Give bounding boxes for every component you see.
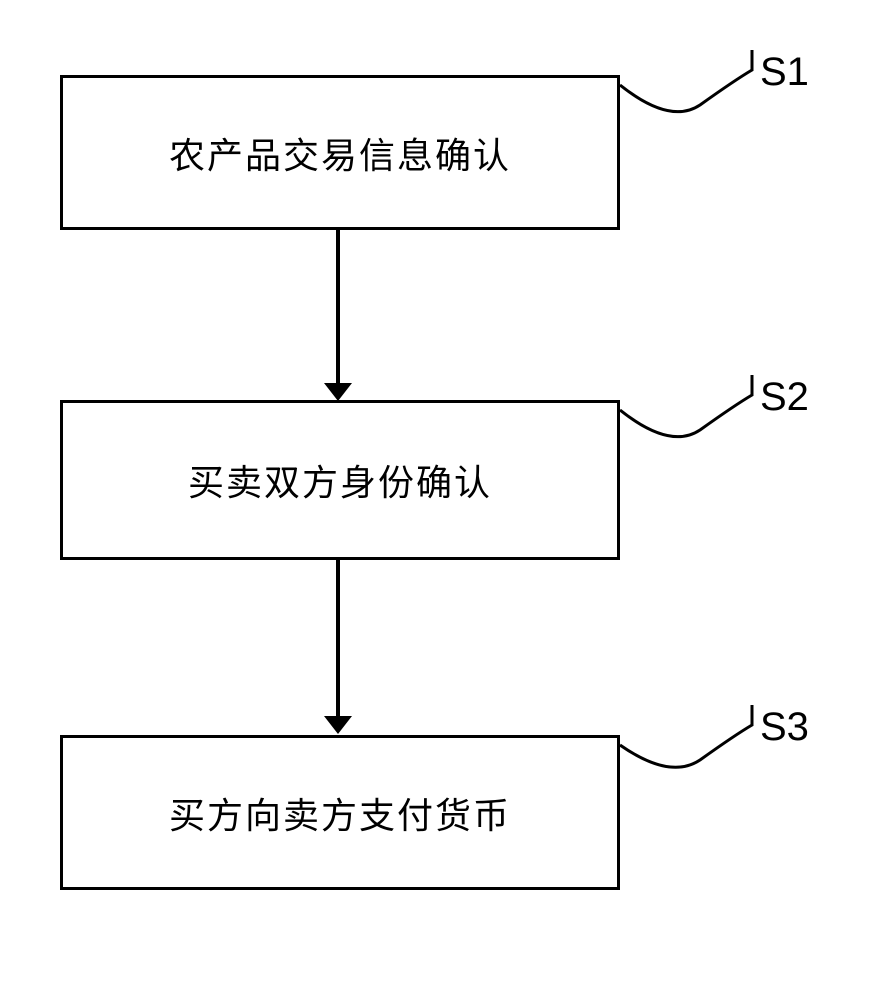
- connector-s1: [620, 45, 760, 125]
- label-s1: S1: [760, 50, 809, 95]
- arrow-s2-s3-line: [336, 560, 340, 718]
- label-s3: S3: [760, 705, 809, 750]
- arrow-s1-s2-head: [324, 383, 352, 401]
- flowchart-node-s3: 买方向卖方支付货币: [60, 735, 620, 890]
- label-s2: S2: [760, 375, 809, 420]
- flowchart-node-s1: 农产品交易信息确认: [60, 75, 620, 230]
- connector-s3: [620, 700, 760, 780]
- node-s2-text: 买卖双方身份确认: [188, 454, 492, 506]
- node-s1-text: 农产品交易信息确认: [169, 127, 511, 179]
- connector-s2: [620, 370, 760, 450]
- arrow-s1-s2-line: [336, 230, 340, 385]
- flowchart-container: 农产品交易信息确认 S1 买卖双方身份确认 S2 买方向卖方支付货币 S3: [0, 0, 896, 1000]
- node-s3-text: 买方向卖方支付货币: [169, 787, 511, 839]
- arrow-s2-s3-head: [324, 716, 352, 734]
- flowchart-node-s2: 买卖双方身份确认: [60, 400, 620, 560]
